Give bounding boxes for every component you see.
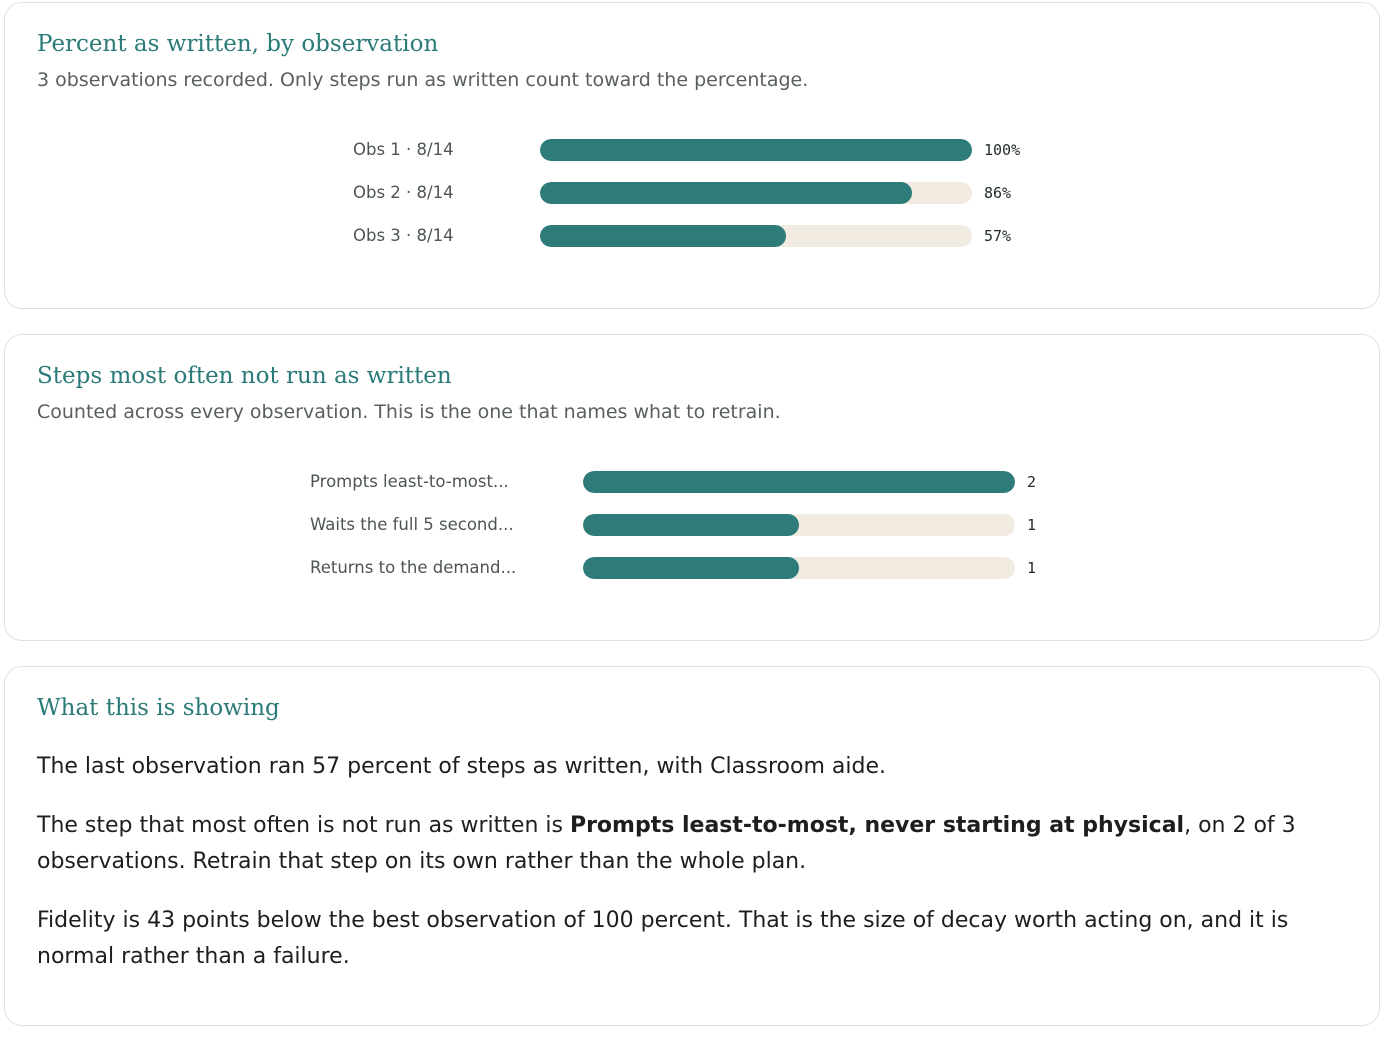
summary-title: What this is showing [37, 695, 280, 721]
steps-card: Steps most often not run as written Coun… [4, 334, 1380, 641]
step-bar-track [583, 514, 1015, 536]
observation-label: Obs 1 · 8/14 [353, 140, 454, 159]
step-value: 2 [1027, 473, 1037, 491]
observation-value: 57% [984, 227, 1012, 245]
summary-card: What this is showing The last observatio… [4, 666, 1380, 1026]
observation-label: Obs 2 · 8/14 [353, 183, 454, 202]
step-bar-track [583, 471, 1015, 493]
summary-text: , on 2 of 3 observations. Retrain that s… [37, 813, 1296, 874]
step-value: 1 [1027, 559, 1037, 577]
steps-title: Steps most often not run as written [37, 363, 452, 389]
observation-bar-track [540, 139, 972, 161]
observations-subtitle: 3 observations recorded. Only steps run … [37, 69, 809, 91]
step-label: Returns to the demand... [310, 558, 517, 577]
steps-subtitle: Counted across every observation. This i… [37, 401, 781, 423]
step-value: 1 [1027, 516, 1037, 534]
summary-text: The step that most often is not run as w… [37, 813, 570, 838]
observation-bar-track [540, 182, 972, 204]
observation-value: 86% [984, 184, 1012, 202]
step-bar-track [583, 557, 1015, 579]
observations-card: Percent as written, by observation 3 obs… [4, 2, 1380, 309]
observation-bar-fill [540, 182, 912, 204]
summary-paragraph: Fidelity is 43 points below the best obs… [37, 908, 1289, 969]
observation-value: 100% [984, 141, 1021, 159]
observation-bar-track [540, 225, 972, 247]
observation-label: Obs 3 · 8/14 [353, 226, 454, 245]
step-bar-fill [583, 514, 799, 536]
step-bar-fill [583, 471, 1015, 493]
step-label: Prompts least-to-most... [310, 472, 509, 491]
observation-bar-fill [540, 225, 787, 247]
step-bar-fill [583, 557, 799, 579]
summary-paragraph: The last observation ran 57 percent of s… [37, 754, 886, 779]
highlighted-step: Prompts least-to-most, never starting at… [569, 813, 1185, 838]
observation-bar-fill [540, 139, 972, 161]
summary-paragraph: The step that most often is not run as w… [37, 808, 1337, 880]
step-label: Waits the full 5 second... [310, 515, 514, 534]
observations-title: Percent as written, by observation [37, 31, 439, 57]
